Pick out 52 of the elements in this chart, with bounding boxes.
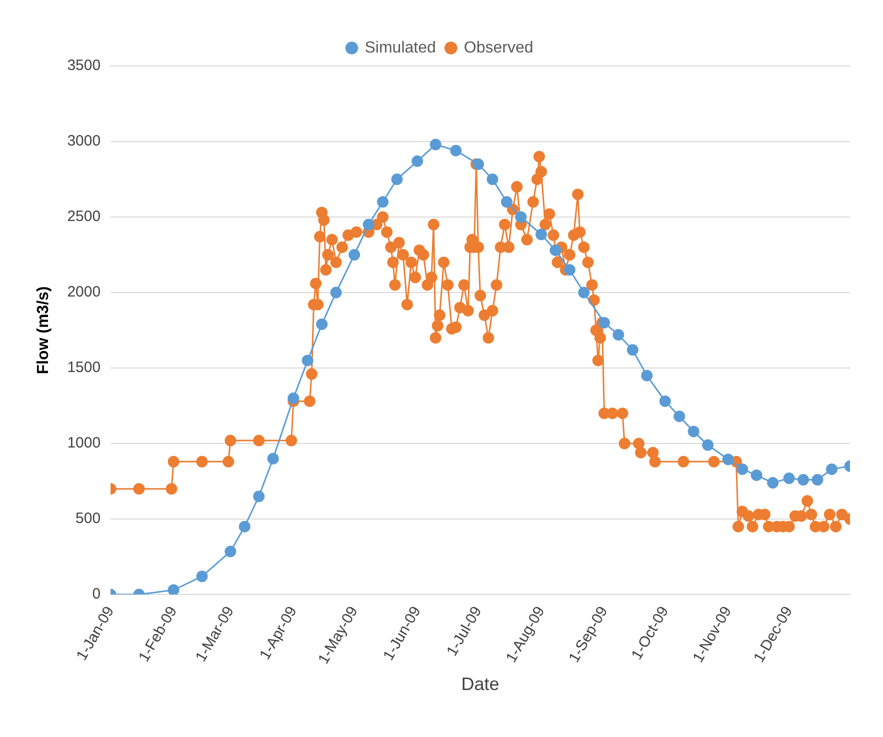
point	[500, 196, 512, 208]
point	[674, 410, 686, 422]
point	[612, 329, 624, 341]
point	[253, 490, 265, 502]
y-axis-title: Flow (m3/s)	[35, 286, 52, 374]
point	[722, 454, 734, 466]
legend-label: Simulated	[364, 39, 436, 56]
point	[330, 286, 342, 298]
point	[812, 474, 824, 486]
point	[578, 286, 590, 298]
point	[535, 228, 547, 240]
x-axis-title: Date	[461, 674, 500, 694]
point	[626, 344, 638, 356]
point	[486, 174, 498, 186]
point	[688, 426, 700, 438]
y-tick-label: 1500	[67, 359, 101, 376]
point	[267, 452, 279, 464]
point	[362, 218, 374, 230]
point	[736, 463, 748, 475]
point	[826, 463, 838, 475]
y-tick-label: 0	[92, 586, 101, 603]
legend-label: Observed	[464, 39, 534, 56]
point	[288, 392, 300, 404]
point	[515, 211, 527, 223]
y-tick-label: 3000	[67, 132, 101, 150]
y-tick-label: 500	[76, 510, 101, 528]
point	[641, 370, 653, 382]
point	[391, 174, 403, 186]
y-tick-label: 3500	[67, 57, 101, 74]
point	[348, 249, 360, 261]
point	[564, 264, 576, 276]
y-tick-label: 2500	[67, 208, 101, 226]
point	[168, 584, 180, 595]
point	[302, 354, 314, 366]
point	[472, 158, 484, 170]
point	[702, 439, 714, 451]
point	[783, 472, 795, 484]
point	[550, 244, 562, 256]
point	[196, 570, 208, 582]
point	[430, 138, 442, 150]
point	[238, 520, 250, 532]
point	[750, 469, 762, 481]
point	[377, 196, 389, 208]
point	[412, 155, 424, 167]
point	[450, 144, 462, 156]
y-tick-label: 1000	[67, 434, 101, 452]
point	[659, 395, 671, 407]
point	[224, 546, 236, 558]
point	[798, 474, 810, 486]
point	[767, 477, 779, 489]
point	[316, 318, 328, 330]
y-tick-label: 2000	[67, 284, 101, 301]
